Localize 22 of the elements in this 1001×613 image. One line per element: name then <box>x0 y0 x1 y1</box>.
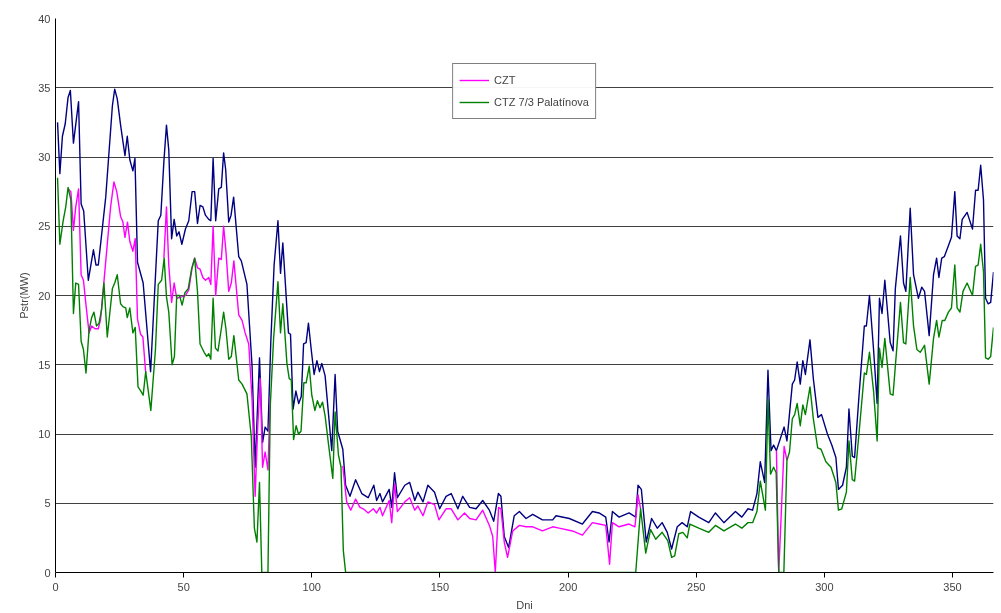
x-tick-label: 100 <box>302 580 321 593</box>
line-series <box>56 88 994 550</box>
x-tick-label: 200 <box>558 580 578 593</box>
x-tick-label: 50 <box>177 580 190 593</box>
y-axis-title: Pstr(MW) <box>18 272 31 319</box>
y-tick-label: 5 <box>44 497 51 510</box>
legend-label: CZT <box>494 74 516 86</box>
x-tick-label: 150 <box>430 580 450 593</box>
x-tick-label: 0 <box>52 580 59 593</box>
y-tick-label: 40 <box>38 12 51 25</box>
legend-label: CTZ 7/3 Palatínova <box>494 96 589 108</box>
x-axis-title: Dni <box>516 598 533 611</box>
y-tick-label: 25 <box>38 220 51 233</box>
y-tick-label: 0 <box>44 566 51 579</box>
x-tick-label: 250 <box>687 580 706 593</box>
x-tick-label: 300 <box>815 580 834 593</box>
y-tick-label: 10 <box>38 428 51 440</box>
y-tick-label: 35 <box>38 81 51 94</box>
y-tick-label: 20 <box>38 289 51 302</box>
y-tick-label: 15 <box>38 358 51 371</box>
y-tick-label: 30 <box>38 151 51 163</box>
x-tick-label: 350 <box>943 580 962 593</box>
